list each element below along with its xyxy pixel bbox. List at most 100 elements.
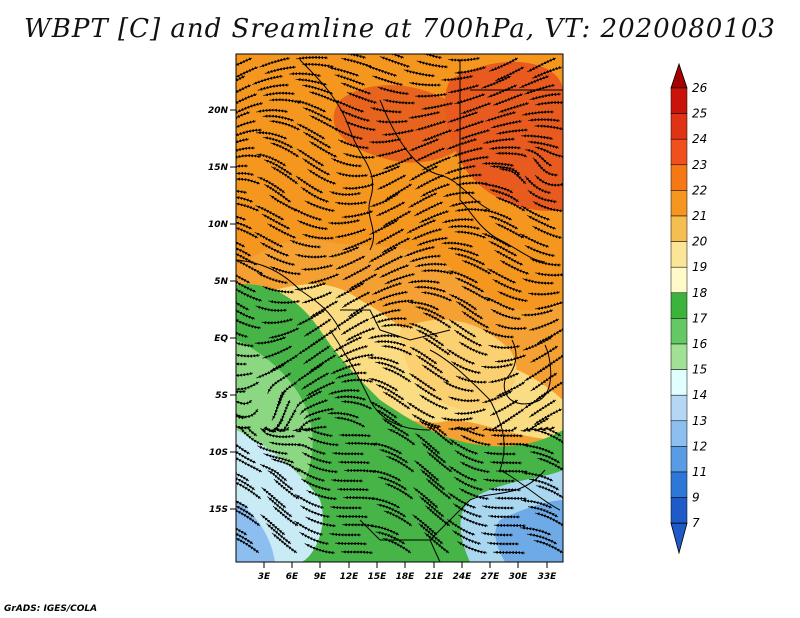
streamline xyxy=(301,263,334,272)
streamline xyxy=(532,225,563,240)
streamline xyxy=(261,317,294,325)
streamline xyxy=(441,241,474,248)
streamline xyxy=(495,223,525,239)
colorbar-top-triangle xyxy=(670,62,688,89)
streamline xyxy=(441,416,474,422)
streamline xyxy=(343,496,376,501)
streamline xyxy=(236,259,264,275)
streamline xyxy=(415,262,448,268)
streamline xyxy=(301,372,330,390)
streamline xyxy=(381,323,414,330)
streamline xyxy=(529,318,560,331)
streamline xyxy=(490,433,524,438)
streamline xyxy=(406,219,437,234)
streamline xyxy=(236,324,249,339)
streamline xyxy=(454,230,487,239)
colorbar-label: 17 xyxy=(692,311,708,325)
lon-tick-label: 27E xyxy=(481,572,501,582)
streamline xyxy=(521,134,554,141)
streamline xyxy=(461,260,492,275)
streamline xyxy=(273,478,300,500)
streamline xyxy=(267,223,297,239)
streamline xyxy=(425,505,451,527)
streamline xyxy=(489,399,519,416)
streamline xyxy=(419,394,449,411)
streamline xyxy=(377,86,410,96)
streamline xyxy=(421,364,450,383)
colorbar-label: 25 xyxy=(692,107,707,121)
streamline xyxy=(485,296,516,312)
colorbar-segment xyxy=(670,369,688,396)
streamline xyxy=(300,186,330,204)
streamline xyxy=(335,371,368,379)
streamline xyxy=(236,482,262,500)
streamline xyxy=(520,526,552,536)
streamline xyxy=(459,128,491,140)
streamline xyxy=(534,512,563,527)
streamline xyxy=(421,268,454,276)
streamline xyxy=(384,483,414,500)
streamline xyxy=(236,408,259,419)
colorbar-label: 23 xyxy=(692,158,707,172)
colorbar-label: 20 xyxy=(692,235,708,249)
streamline xyxy=(527,57,557,73)
streamline xyxy=(292,416,322,432)
colorbar-label: 9 xyxy=(692,491,700,505)
streamline xyxy=(236,84,252,100)
streamline xyxy=(294,281,327,291)
streamline xyxy=(340,550,374,555)
streamline xyxy=(457,541,488,555)
streamline xyxy=(327,411,360,419)
colorbar-segment xyxy=(670,394,688,422)
streamline xyxy=(269,194,298,212)
streamline xyxy=(328,246,360,258)
streamline xyxy=(537,457,563,473)
streamline xyxy=(256,108,289,114)
streamline xyxy=(328,388,361,395)
streamline xyxy=(308,91,340,104)
streamline xyxy=(236,509,261,527)
streamline xyxy=(236,317,262,330)
streamline xyxy=(236,164,249,173)
lat-tick-label: EQ xyxy=(214,334,228,344)
streamline xyxy=(236,195,254,204)
streamline xyxy=(336,487,370,492)
lon-tick-label: 30E xyxy=(509,572,529,582)
streamline xyxy=(487,84,518,98)
streamline xyxy=(328,66,360,77)
streamline xyxy=(527,189,558,204)
streamline xyxy=(408,110,441,119)
streamline xyxy=(456,181,489,186)
streamline xyxy=(257,445,289,456)
streamline xyxy=(345,121,377,132)
streamline xyxy=(482,161,515,168)
streamline xyxy=(404,245,436,257)
streamline xyxy=(490,308,522,321)
streamline xyxy=(236,171,255,177)
streamline xyxy=(522,110,555,116)
streamline xyxy=(236,146,255,155)
streamline xyxy=(309,115,339,131)
streamline xyxy=(492,278,523,294)
streamline xyxy=(524,245,556,258)
lon-tick-label: 3E xyxy=(258,572,271,582)
streamline xyxy=(302,233,335,240)
streamline xyxy=(485,110,517,122)
streamline xyxy=(528,117,561,123)
streamline xyxy=(386,455,415,473)
streamline xyxy=(236,381,260,391)
streamline xyxy=(257,272,289,285)
lat-tick-label: 20N xyxy=(208,106,229,116)
streamline xyxy=(330,478,364,483)
streamline xyxy=(522,336,553,351)
streamline xyxy=(454,426,486,438)
streamline xyxy=(366,65,398,78)
streamline xyxy=(455,207,488,213)
streamline xyxy=(411,227,443,241)
streamline xyxy=(262,345,293,359)
streamline xyxy=(331,157,363,168)
streamline xyxy=(369,219,399,235)
streamline xyxy=(303,407,335,420)
streamline xyxy=(263,91,296,97)
